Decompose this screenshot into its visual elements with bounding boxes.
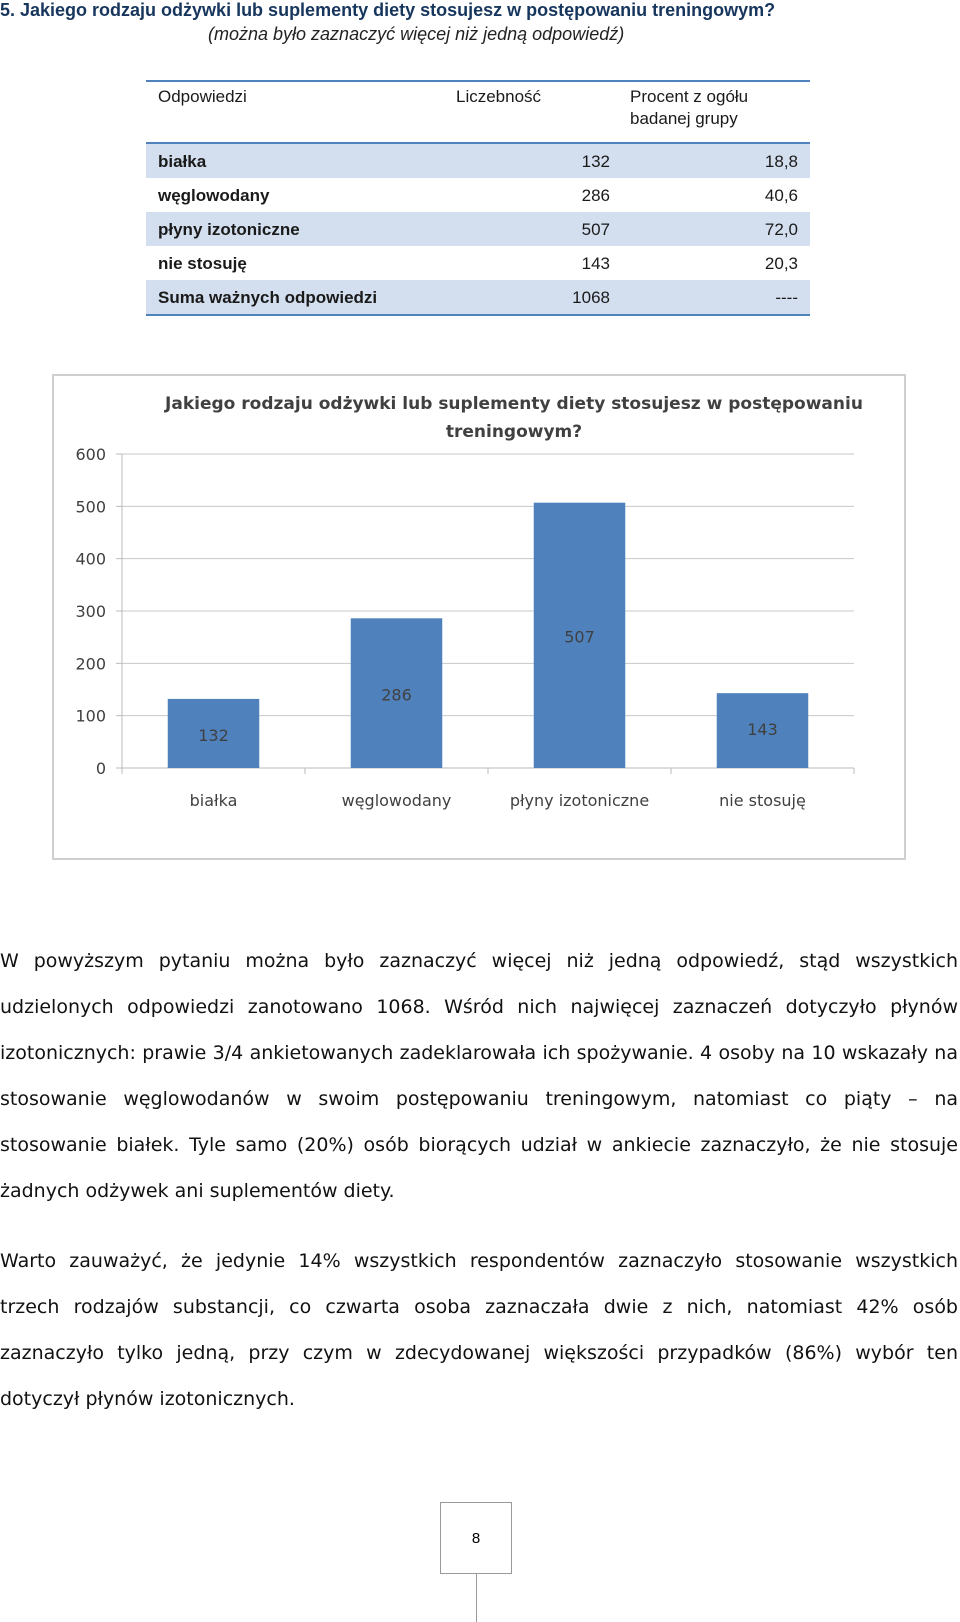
header-answer: Odpowiedzi [158, 87, 247, 106]
data-label: 286 [381, 685, 412, 704]
row-percent: 20,3 [764, 254, 798, 273]
bar [350, 618, 443, 768]
paragraph-2: Warto zauważyć, że jedynie 14% wszystkic… [0, 1250, 958, 1410]
row-percent: 18,8 [764, 152, 798, 171]
table-row: nie stosuję 143 20,3 [146, 246, 810, 280]
row-count: 286 [581, 186, 610, 205]
y-tick-label: 100 [75, 707, 106, 726]
bar [533, 502, 626, 768]
y-tick-label: 300 [75, 602, 106, 621]
total-count: 1068 [572, 288, 610, 307]
bar [716, 693, 809, 768]
row-count: 143 [581, 254, 610, 273]
row-label: płyny izotoniczne [158, 220, 300, 239]
chart-title: Jakiego rodzaju odżywki lub suplementy d… [165, 394, 863, 442]
bar [167, 698, 260, 768]
table-row: białka 132 18,8 [146, 144, 810, 178]
question-title: 5. Jakiego rodzaju odżywki lub suplement… [0, 0, 776, 20]
total-label: Suma ważnych odpowiedzi [158, 288, 378, 307]
x-tick-label: płyny izotoniczne [510, 791, 649, 810]
x-tick-label: białka [190, 791, 238, 810]
row-percent: 40,6 [764, 186, 798, 205]
x-tick-label: węglowodany [342, 791, 452, 810]
y-tick-label: 200 [75, 654, 106, 673]
page-number-line [476, 1574, 477, 1622]
paragraph-1: W powyższym pytaniu można było zaznaczyć… [0, 950, 958, 1202]
row-count: 132 [581, 152, 610, 171]
row-label: białka [158, 152, 207, 171]
y-tick-label: 500 [75, 497, 106, 516]
row-label: nie stosuję [158, 254, 247, 273]
page-number: 8 [440, 1502, 512, 1574]
table-row: węglowodany 286 40,6 [146, 178, 810, 212]
total-percent: ---- [775, 288, 798, 307]
y-tick-label: 400 [75, 550, 106, 569]
data-label: 143 [747, 720, 778, 739]
question-note: (można było zaznaczyć więcej niż jedną o… [208, 24, 625, 44]
y-tick-label: 600 [75, 445, 106, 464]
header-percent: Procent z ogółu badanej grupy [630, 87, 749, 128]
header-count: Liczebność [456, 87, 542, 106]
data-label: 507 [564, 628, 595, 647]
table-header-row: Odpowiedzi Liczebność Procent z ogółu ba… [146, 80, 810, 144]
bar-chart: Jakiego rodzaju odżywki lub suplementy d… [52, 374, 906, 860]
chart-plot: 0 100 200 300 400 500 600 132 białka 286 węglowoda… [75, 445, 855, 810]
row-label: węglowodany [158, 186, 270, 205]
results-table: Odpowiedzi Liczebność Procent z ogółu ba… [146, 80, 810, 316]
table-row: płyny izotoniczne 507 72,0 [146, 212, 810, 246]
row-count: 507 [581, 220, 610, 239]
y-tick-label: 0 [96, 759, 106, 778]
x-tick-label: nie stosuję [719, 791, 806, 810]
row-percent: 72,0 [764, 220, 798, 239]
data-label: 132 [198, 726, 229, 745]
table-total-row: Suma ważnych odpowiedzi 1068 ---- [146, 280, 810, 316]
